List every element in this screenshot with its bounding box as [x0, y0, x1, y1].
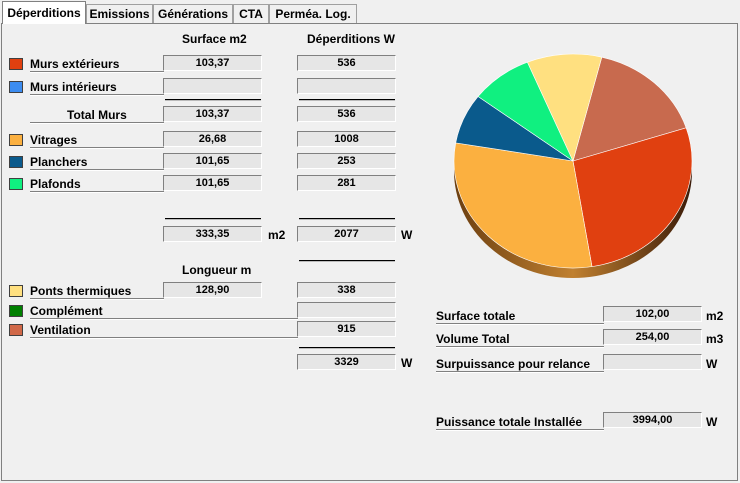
- surface-totale-label: Surface totale: [436, 309, 516, 323]
- label-underline: [30, 191, 164, 193]
- planchers-swatch: [9, 156, 23, 168]
- total-surface: 333,35: [163, 226, 262, 242]
- vitrages-deperdition: 1008: [297, 131, 396, 147]
- label-underline: [30, 318, 298, 320]
- volume-total-value: 254,00: [603, 329, 702, 345]
- label-underline: [30, 71, 164, 73]
- label-underline: [30, 94, 164, 96]
- vitrages-swatch: [9, 134, 23, 146]
- total-deperdition: 2077: [297, 226, 396, 242]
- surpuissance-value: [603, 354, 702, 370]
- label-underline: [30, 337, 298, 339]
- surface-totale-value: 102,00: [603, 306, 702, 322]
- planchers-label: Planchers: [30, 155, 88, 169]
- complement-swatch: [9, 305, 23, 317]
- tab-bar: Déperditions Emissions Générations CTA P…: [0, 0, 740, 24]
- ventilation-swatch: [9, 324, 23, 336]
- pie-slice-5: [526, 53, 603, 162]
- subtotal-separator: [165, 99, 261, 101]
- label-underline: [30, 147, 164, 149]
- ventilation-deperdition: 915: [297, 321, 396, 337]
- plafonds-surface: 101,65: [163, 175, 262, 191]
- grand-total-unit: W: [401, 356, 413, 370]
- murs-exterieurs-deperdition: 536: [297, 55, 396, 71]
- vitrages-surface: 26,68: [163, 131, 262, 147]
- murs-interieurs-label: Murs intérieurs: [30, 80, 117, 94]
- deperditions-pie-chart: [453, 53, 693, 278]
- planchers-deperdition: 253: [297, 153, 396, 169]
- total-separator: [165, 218, 261, 220]
- ponts-thermiques-deperdition: 338: [297, 282, 396, 298]
- tab-emissions[interactable]: Emissions: [86, 4, 153, 23]
- planchers-surface: 101,65: [163, 153, 262, 169]
- puissance-totale-label: Puissance totale Installée: [436, 415, 583, 429]
- total-murs-surface: 103,37: [163, 106, 262, 122]
- total-surface-unit: m2: [268, 228, 286, 242]
- ponts-thermiques-longueur: 128,90: [163, 282, 262, 298]
- label-underline: [436, 429, 604, 431]
- tab-cta[interactable]: CTA: [233, 4, 269, 23]
- tab-deperditions[interactable]: Déperditions: [2, 1, 86, 24]
- complement-label: Complément: [30, 304, 103, 318]
- plafonds-deperdition: 281: [297, 175, 396, 191]
- puissance-totale-unit: W: [706, 415, 718, 429]
- total-deperdition-unit: W: [401, 228, 413, 242]
- pie-slice-2: [453, 142, 593, 269]
- plafonds-swatch: [9, 178, 23, 190]
- surface-totale-unit: m2: [706, 309, 724, 323]
- tab-permea-log[interactable]: Perméa. Log.: [269, 4, 357, 23]
- pie-top: [453, 53, 693, 269]
- ponts-thermiques-label: Ponts thermiques: [30, 284, 132, 298]
- pie-slice-1: [572, 127, 693, 267]
- murs-exterieurs-label: Murs extérieurs: [30, 57, 120, 71]
- murs-exterieurs-swatch: [9, 58, 23, 70]
- vitrages-label: Vitrages: [30, 133, 78, 147]
- longueur-header: Longueur m: [182, 263, 252, 277]
- tab-generations[interactable]: Générations: [153, 4, 233, 23]
- total-separator: [299, 218, 395, 220]
- surface-header: Surface m2: [182, 32, 247, 46]
- label-underline: [436, 346, 604, 348]
- murs-exterieurs-surface: 103,37: [163, 55, 262, 71]
- ponts-thermiques-swatch: [9, 285, 23, 297]
- subtotal-separator: [299, 99, 395, 101]
- plafonds-label: Plafonds: [30, 177, 81, 191]
- pie-slice-0: [572, 56, 687, 162]
- volume-total-label: Volume Total: [436, 332, 510, 346]
- complement-deperdition: [297, 302, 396, 318]
- puissance-totale-value: 3994,00: [603, 412, 702, 428]
- grand-total-deperdition: 3329: [297, 354, 396, 370]
- total-murs-label: Total Murs: [67, 108, 127, 122]
- murs-interieurs-swatch: [9, 81, 23, 93]
- murs-interieurs-surface: [163, 78, 262, 94]
- volume-total-unit: m3: [706, 332, 724, 346]
- label-underline: [30, 298, 164, 300]
- total-murs-deperdition: 536: [297, 106, 396, 122]
- label-underline: [436, 323, 604, 325]
- surpuissance-unit: W: [706, 357, 718, 371]
- surpuissance-label: Surpuissance pour relance: [436, 357, 591, 371]
- deperditions-header: Déperditions W: [307, 32, 396, 46]
- section-separator: [299, 260, 395, 262]
- grand-total-separator: [299, 347, 395, 349]
- label-underline: [30, 169, 164, 171]
- ventilation-label: Ventilation: [30, 323, 91, 337]
- label-underline: [30, 122, 164, 124]
- label-underline: [436, 371, 604, 373]
- murs-interieurs-deperdition: [297, 78, 396, 94]
